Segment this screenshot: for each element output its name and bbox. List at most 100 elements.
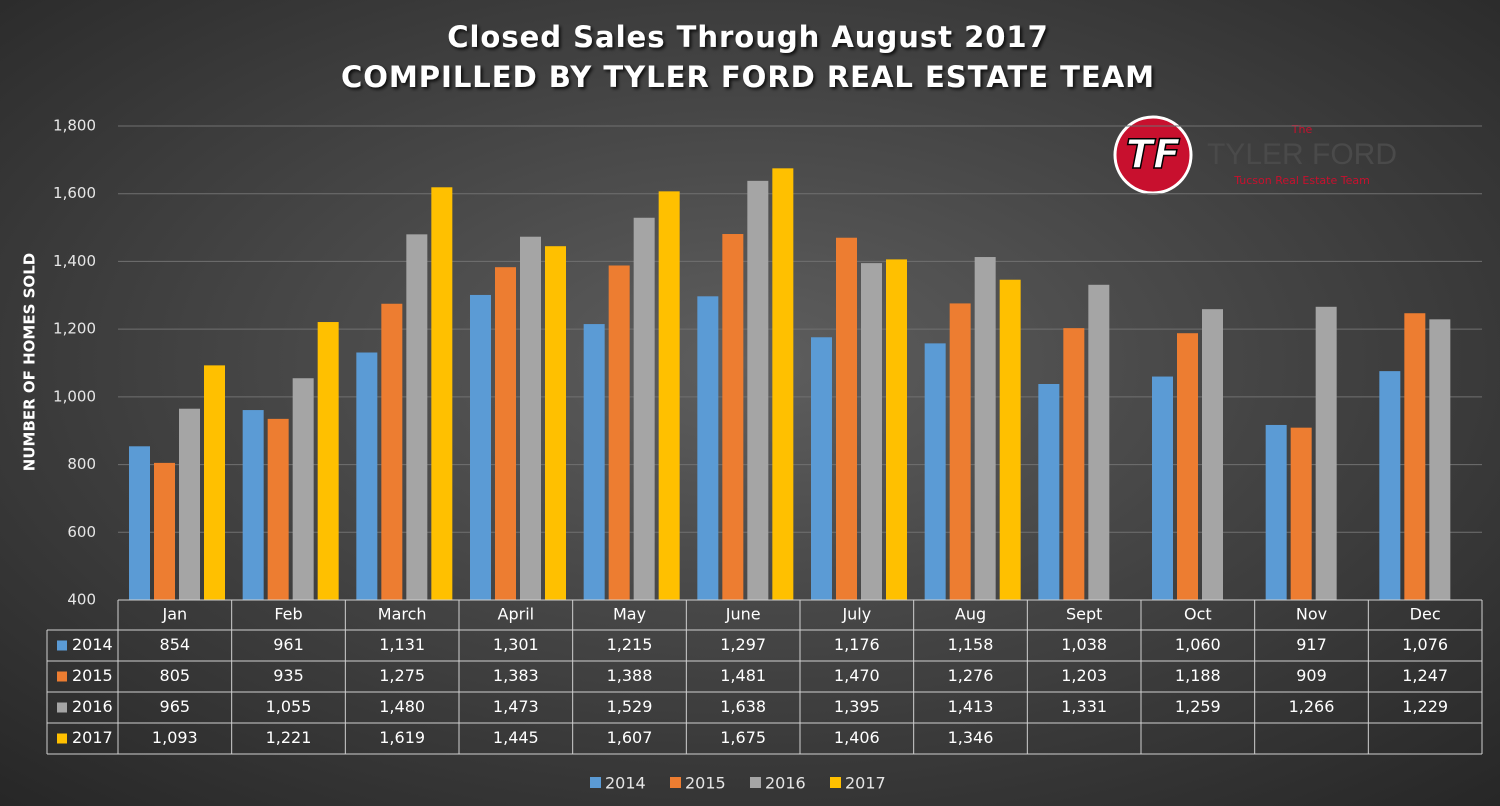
legend-swatch — [750, 777, 761, 788]
bar — [520, 236, 541, 600]
bar — [1038, 383, 1060, 600]
table-value: 1,383 — [493, 666, 539, 685]
bar — [1202, 309, 1223, 600]
x-tick-label: June — [725, 605, 761, 624]
y-tick-label: 400 — [67, 591, 96, 609]
table-value: 1,413 — [948, 697, 994, 716]
table-value: 854 — [160, 635, 191, 654]
table-series-name: 2017 — [72, 728, 113, 747]
bar — [1152, 376, 1173, 600]
logo-mark: TF — [1126, 132, 1181, 178]
bar — [1063, 328, 1085, 600]
logo-top: The — [1291, 123, 1313, 136]
table-value: 1,221 — [266, 728, 312, 747]
bar — [1177, 333, 1198, 600]
bar — [924, 343, 946, 600]
table-legend-swatch — [57, 640, 67, 651]
x-tick-label: Nov — [1296, 605, 1327, 624]
table-value: 1,473 — [493, 697, 539, 716]
table-value: 1,215 — [607, 635, 653, 654]
bar — [974, 257, 996, 600]
table-value: 1,675 — [720, 728, 766, 747]
bar — [154, 462, 175, 600]
x-tick-label: Jan — [161, 605, 187, 624]
table-value: 1,619 — [379, 728, 425, 747]
bar — [317, 322, 339, 600]
chart-subtitle: COMPILLED BY TYLER FORD REAL ESTATE TEAM — [341, 60, 1155, 94]
bar — [608, 265, 630, 600]
bar — [861, 263, 882, 600]
table-value: 1,266 — [1289, 697, 1335, 716]
y-tick-label: 1,400 — [53, 252, 96, 270]
table-value: 1,529 — [607, 697, 653, 716]
table-value: 917 — [1296, 635, 1327, 654]
bar — [204, 365, 225, 600]
table-value: 1,158 — [948, 635, 994, 654]
y-tick-label: 1,000 — [53, 387, 96, 405]
table-value: 1,093 — [152, 728, 198, 747]
table-value: 1,275 — [379, 666, 425, 685]
bar — [1404, 313, 1426, 600]
table-value: 1,259 — [1175, 697, 1221, 716]
bar — [381, 303, 403, 600]
table-value: 961 — [273, 635, 304, 654]
table-value: 1,395 — [834, 697, 880, 716]
table-value: 1,470 — [834, 666, 880, 685]
bar — [129, 446, 150, 600]
table-value: 1,038 — [1061, 635, 1107, 654]
bar — [495, 267, 516, 600]
table-value: 1,481 — [720, 666, 766, 685]
table-legend-swatch — [57, 733, 67, 744]
table-value: 1,188 — [1175, 666, 1221, 685]
table-value: 1,331 — [1061, 697, 1107, 716]
bar — [470, 294, 491, 600]
bar — [1265, 424, 1287, 600]
bar — [633, 217, 655, 600]
table-value: 1,301 — [493, 635, 539, 654]
legend-swatch — [830, 777, 841, 788]
bar — [1315, 306, 1337, 600]
table-value: 1,406 — [834, 728, 880, 747]
table-series-name: 2016 — [72, 697, 113, 716]
table-value: 1,229 — [1402, 697, 1448, 716]
table-value: 1,480 — [379, 697, 425, 716]
table-value: 1,346 — [948, 728, 994, 747]
y-tick-label: 800 — [67, 455, 96, 473]
table-value: 1,055 — [266, 697, 312, 716]
bar — [658, 191, 680, 600]
logo-badge — [1113, 115, 1193, 195]
bar — [292, 378, 314, 600]
y-tick-label: 1,800 — [53, 117, 96, 135]
bar — [431, 187, 453, 600]
legend-swatch — [670, 777, 681, 788]
bar — [722, 234, 744, 601]
table-value: 1,203 — [1061, 666, 1107, 685]
bar — [356, 352, 378, 600]
bar — [697, 296, 719, 600]
bar — [747, 180, 769, 600]
bar — [242, 410, 264, 600]
table-value: 1,607 — [607, 728, 653, 747]
logo-name: TYLER FORD — [1207, 138, 1397, 171]
logo-tagline: Tucson Real Estate Team — [1233, 174, 1370, 187]
bar — [811, 337, 832, 600]
legend-swatch — [590, 777, 601, 788]
legend-label: 2016 — [765, 774, 806, 793]
legend-label: 2015 — [685, 774, 726, 793]
bar — [1088, 284, 1110, 600]
x-tick-label: Oct — [1184, 605, 1212, 624]
table-series-name: 2014 — [72, 635, 113, 654]
table-legend-swatch — [57, 671, 67, 682]
table-value: 909 — [1296, 666, 1327, 685]
table-value: 1,276 — [948, 666, 994, 685]
table-series-name: 2015 — [72, 666, 113, 685]
y-tick-label: 1,600 — [53, 184, 96, 202]
table-value: 1,131 — [379, 635, 425, 654]
table-value: 1,445 — [493, 728, 539, 747]
y-tick-label: 1,200 — [53, 320, 96, 338]
table-value: 1,297 — [720, 635, 766, 654]
table-value: 935 — [273, 666, 304, 685]
table-value: 965 — [160, 697, 191, 716]
